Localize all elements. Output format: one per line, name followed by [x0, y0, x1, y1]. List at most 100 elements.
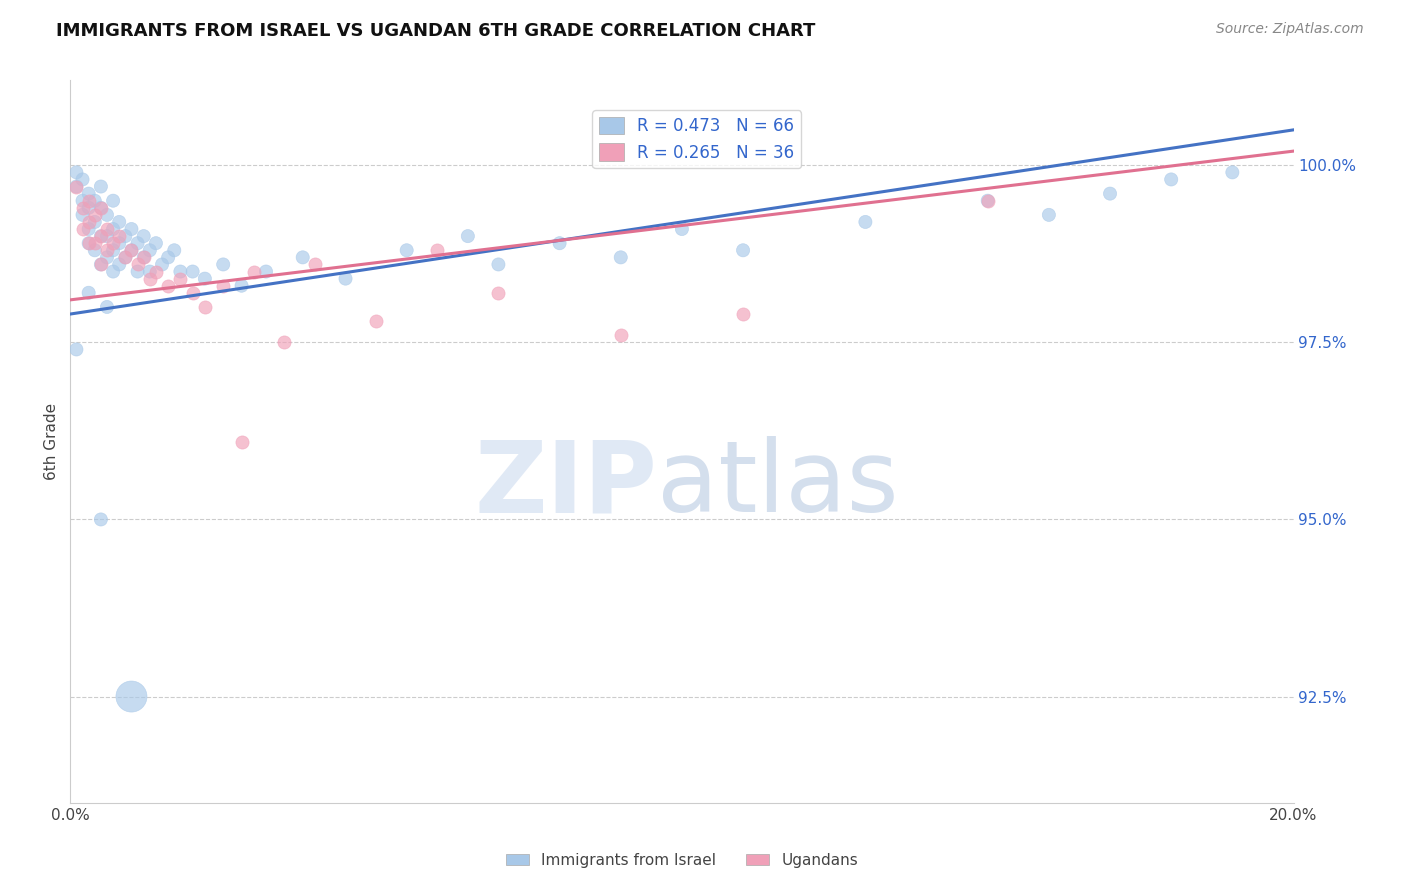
Legend: Immigrants from Israel, Ugandans: Immigrants from Israel, Ugandans [499, 847, 865, 874]
Point [72, 201, 94, 215]
Point [548, 236, 571, 251]
Point [163, 244, 186, 258]
Point [169, 264, 191, 278]
Point [488, 257, 510, 271]
Point [145, 264, 167, 278]
Point [181, 264, 204, 278]
Point [426, 244, 449, 258]
Point [96, 251, 118, 265]
Point [77, 186, 100, 201]
Point [114, 251, 136, 265]
Point [90, 512, 112, 526]
Point [243, 264, 266, 278]
Point [77, 201, 100, 215]
Text: Source: ZipAtlas.com: Source: ZipAtlas.com [1216, 22, 1364, 37]
Point [101, 244, 124, 258]
Text: IMMIGRANTS FROM ISRAEL VS UGANDAN 6TH GRADE CORRELATION CHART: IMMIGRANTS FROM ISRAEL VS UGANDAN 6TH GR… [56, 22, 815, 40]
Point [96, 300, 118, 314]
Point [1038, 208, 1060, 222]
Point [1099, 186, 1122, 201]
Point [127, 264, 149, 278]
Point [65, 343, 87, 357]
Point [77, 222, 100, 236]
Point [127, 257, 149, 271]
Point [1220, 165, 1243, 179]
Point [976, 194, 998, 208]
Point [108, 257, 131, 271]
Point [181, 285, 204, 300]
Point [231, 434, 253, 449]
Point [291, 251, 314, 265]
Point [395, 244, 418, 258]
Point [194, 271, 217, 285]
Point [114, 229, 136, 244]
Point [90, 179, 112, 194]
Point [169, 271, 191, 285]
Text: ZIP: ZIP [475, 436, 658, 533]
Point [72, 222, 94, 236]
Point [212, 278, 235, 293]
Point [121, 244, 143, 258]
Point [121, 244, 143, 258]
Text: atlas: atlas [658, 436, 898, 533]
Point [77, 215, 100, 229]
Point [231, 278, 253, 293]
Point [139, 264, 162, 278]
Point [83, 215, 105, 229]
Point [194, 300, 217, 314]
Point [212, 257, 235, 271]
Point [90, 201, 112, 215]
Point [65, 165, 87, 179]
Point [976, 194, 998, 208]
Point [77, 194, 100, 208]
Point [132, 251, 155, 265]
Point [108, 215, 131, 229]
Point [733, 307, 755, 321]
Point [254, 264, 277, 278]
Point [108, 229, 131, 244]
Point [65, 179, 87, 194]
Point [101, 264, 124, 278]
Point [132, 251, 155, 265]
Point [101, 236, 124, 251]
Point [335, 271, 357, 285]
Point [139, 271, 162, 285]
Point [733, 244, 755, 258]
Point [83, 236, 105, 251]
Point [83, 194, 105, 208]
Point [132, 229, 155, 244]
Point [157, 278, 180, 293]
Point [90, 229, 112, 244]
Point [101, 222, 124, 236]
Point [83, 244, 105, 258]
Point [108, 236, 131, 251]
Point [77, 285, 100, 300]
Point [488, 285, 510, 300]
Point [83, 208, 105, 222]
Point [304, 257, 326, 271]
Point [610, 328, 633, 343]
Point [72, 172, 94, 186]
Point [96, 222, 118, 236]
Point [457, 229, 479, 244]
Point [121, 222, 143, 236]
Point [77, 236, 100, 251]
Point [90, 257, 112, 271]
Point [1160, 172, 1182, 186]
Point [72, 194, 94, 208]
Point [150, 257, 173, 271]
Point [139, 244, 162, 258]
Point [273, 335, 295, 350]
Point [366, 314, 388, 328]
Point [96, 208, 118, 222]
Point [65, 179, 87, 194]
Point [90, 229, 112, 244]
Point [96, 229, 118, 244]
Point [157, 251, 180, 265]
Point [90, 201, 112, 215]
Point [671, 222, 693, 236]
Point [855, 215, 877, 229]
Point [127, 236, 149, 251]
Point [72, 208, 94, 222]
Point [114, 251, 136, 265]
